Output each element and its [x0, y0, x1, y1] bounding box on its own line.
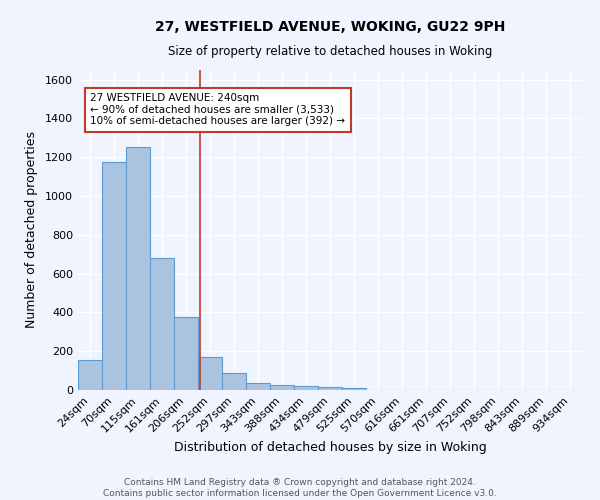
Text: 27, WESTFIELD AVENUE, WOKING, GU22 9PH: 27, WESTFIELD AVENUE, WOKING, GU22 9PH [155, 20, 505, 34]
Bar [318, 388, 342, 390]
Bar [294, 386, 318, 390]
Bar [126, 146, 150, 390]
Text: 27 WESTFIELD AVENUE: 240sqm
← 90% of detached houses are smaller (3,533)
10% of : 27 WESTFIELD AVENUE: 240sqm ← 90% of det… [91, 94, 346, 126]
Text: Size of property relative to detached houses in Woking: Size of property relative to detached ho… [168, 45, 492, 58]
Bar [222, 372, 246, 390]
Bar [246, 383, 270, 390]
Bar [174, 318, 198, 390]
Bar [150, 258, 174, 390]
Bar [102, 162, 126, 390]
Bar [270, 385, 294, 390]
X-axis label: Distribution of detached houses by size in Woking: Distribution of detached houses by size … [173, 441, 487, 454]
Bar [342, 388, 366, 390]
Bar [78, 360, 102, 390]
Y-axis label: Number of detached properties: Number of detached properties [25, 132, 38, 328]
Text: Contains HM Land Registry data ® Crown copyright and database right 2024.
Contai: Contains HM Land Registry data ® Crown c… [103, 478, 497, 498]
Bar [198, 357, 222, 390]
